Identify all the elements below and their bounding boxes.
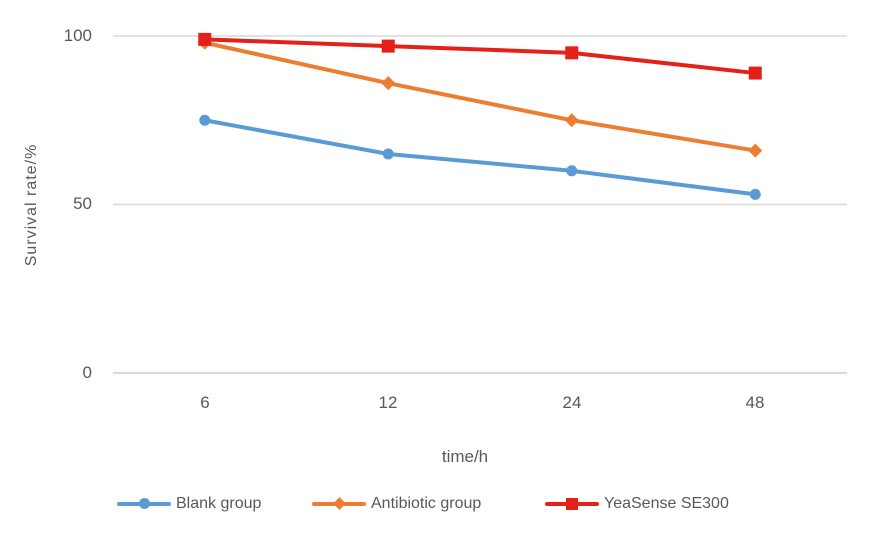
y-axis-title: Survival rate/%: [23, 143, 40, 267]
x-tick-label-24: 24: [562, 393, 582, 412]
x-tick-label-12: 12: [378, 393, 398, 412]
y-tick-label-100: 100: [63, 26, 92, 45]
x-tick-label-6: 6: [200, 393, 210, 412]
square-marker-icon: [566, 498, 578, 510]
legend-entry-yeasense-se300: YeaSense SE300: [545, 492, 729, 516]
legend-line-sample: [117, 492, 171, 516]
legend-label: Antibiotic group: [371, 495, 482, 512]
y-tick-label-50: 50: [73, 194, 92, 213]
y-tick-label-0: 0: [82, 363, 92, 382]
legend-line-sample: [312, 492, 366, 516]
legend-entry-antibiotic-group: Antibiotic group: [312, 492, 481, 516]
x-tick-label-48: 48: [745, 393, 765, 412]
x-axis-title: time/h: [441, 447, 489, 466]
legend-label: YeaSense SE300: [604, 495, 729, 512]
legend-entry-blank-group: Blank group: [117, 492, 261, 516]
legend-line-sample: [545, 492, 599, 516]
legend-label: Blank group: [176, 495, 262, 512]
circle-marker-icon: [139, 498, 150, 509]
diamond-marker-icon: [333, 497, 346, 510]
